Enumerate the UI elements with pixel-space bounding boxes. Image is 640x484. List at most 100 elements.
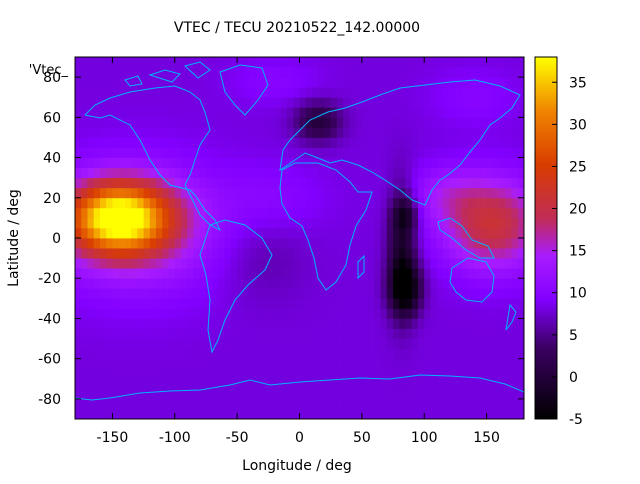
- heatmap-cell: [118, 268, 126, 279]
- heatmap-cell: [255, 398, 263, 410]
- heatmap-cell: [118, 368, 126, 380]
- heatmap-cell: [442, 378, 450, 390]
- heatmap-cell: [93, 238, 101, 249]
- heatmap-cell: [355, 378, 363, 390]
- heatmap-cell: [156, 378, 163, 390]
- heatmap-cell: [330, 157, 338, 169]
- heatmap-cell: [405, 227, 413, 239]
- heatmap-cell: [436, 398, 444, 410]
- heatmap-cell: [205, 348, 213, 360]
- colorbar-tick-label: 30: [569, 117, 587, 133]
- heatmap-cell: [212, 87, 219, 98]
- heatmap-cell: [99, 318, 107, 329]
- heatmap-cell: [455, 147, 463, 158]
- heatmap-cell: [137, 67, 144, 78]
- heatmap-cell: [336, 298, 344, 309]
- heatmap-cell: [324, 97, 332, 108]
- heatmap-cell: [268, 177, 275, 189]
- heatmap-cell: [343, 97, 350, 108]
- heatmap-cell: [386, 77, 394, 88]
- heatmap-cell: [131, 278, 138, 289]
- heatmap-cell: [162, 278, 169, 289]
- heatmap-cell: [511, 147, 519, 158]
- heatmap-cell: [124, 238, 132, 249]
- heatmap-cell: [386, 197, 394, 209]
- heatmap-cell: [343, 328, 350, 339]
- heatmap-cell: [474, 127, 481, 138]
- heatmap-cell: [461, 258, 469, 269]
- heatmap-cell: [505, 268, 512, 279]
- heatmap-cell: [230, 57, 238, 68]
- heatmap-cell: [199, 197, 207, 209]
- heatmap-cell: [168, 328, 176, 339]
- heatmap-cell: [461, 378, 469, 390]
- heatmap-cell: [349, 77, 357, 88]
- heatmap-cell: [255, 97, 263, 108]
- heatmap-cell: [361, 117, 369, 128]
- heatmap-cell: [249, 127, 257, 138]
- heatmap-cell: [424, 318, 431, 329]
- heatmap-cell: [430, 187, 438, 199]
- heatmap-cell: [162, 248, 169, 259]
- heatmap-cell: [75, 187, 82, 199]
- heatmap-cell: [386, 207, 394, 219]
- heatmap-cell: [442, 57, 450, 68]
- x-tick-label: -50: [226, 430, 249, 446]
- heatmap-cell: [93, 248, 101, 259]
- heatmap-cell: [118, 258, 126, 269]
- heatmap-cell: [287, 227, 294, 239]
- heatmap-cell: [249, 137, 257, 148]
- heatmap-cell: [474, 398, 481, 410]
- heatmap-cell: [474, 308, 481, 319]
- heatmap-cell: [393, 318, 400, 329]
- heatmap-cell: [386, 378, 394, 390]
- heatmap-cell: [205, 328, 213, 339]
- heatmap-cell: [442, 358, 450, 370]
- heatmap-cell: [399, 67, 406, 78]
- heatmap-cell: [318, 217, 325, 229]
- heatmap-cell: [262, 258, 269, 269]
- heatmap-cell: [355, 167, 363, 179]
- heatmap-cell: [268, 358, 275, 370]
- heatmap-cell: [143, 388, 151, 400]
- heatmap-cell: [305, 127, 313, 138]
- heatmap-cell: [349, 378, 357, 390]
- heatmap-cell: [118, 388, 126, 400]
- heatmap-cell: [374, 408, 381, 419]
- heatmap-cell: [324, 197, 332, 209]
- heatmap-cell: [187, 67, 194, 78]
- heatmap-cell: [149, 388, 157, 400]
- heatmap-cell: [93, 348, 101, 360]
- heatmap-cell: [162, 157, 169, 169]
- heatmap-cell: [118, 127, 126, 138]
- heatmap-cell: [324, 308, 332, 319]
- heatmap-cell: [230, 248, 238, 259]
- heatmap-cell: [436, 87, 444, 98]
- heatmap-cell: [355, 238, 363, 249]
- heatmap-cell: [511, 378, 519, 390]
- heatmap-cell: [442, 268, 450, 279]
- heatmap-cell: [205, 197, 213, 209]
- heatmap-cell: [274, 97, 282, 108]
- heatmap-cell: [318, 328, 325, 339]
- heatmap-cell: [187, 137, 194, 148]
- heatmap-cell: [118, 167, 126, 179]
- heatmap-cell: [75, 368, 82, 380]
- heatmap-cell: [87, 408, 95, 419]
- heatmap-cell: [143, 137, 151, 148]
- heatmap-cell: [336, 388, 344, 400]
- heatmap-cell: [343, 298, 350, 309]
- heatmap-cell: [118, 207, 126, 219]
- heatmap-cell: [168, 117, 176, 128]
- heatmap-cell: [280, 398, 288, 410]
- heatmap-cell: [230, 288, 238, 299]
- heatmap-cell: [287, 197, 294, 209]
- heatmap-cell: [193, 177, 201, 189]
- heatmap-cell: [112, 328, 120, 339]
- heatmap-cell: [393, 348, 400, 360]
- heatmap-cell: [124, 288, 132, 299]
- heatmap-cell: [430, 227, 438, 239]
- heatmap-cell: [118, 288, 126, 299]
- heatmap-cell: [181, 187, 188, 199]
